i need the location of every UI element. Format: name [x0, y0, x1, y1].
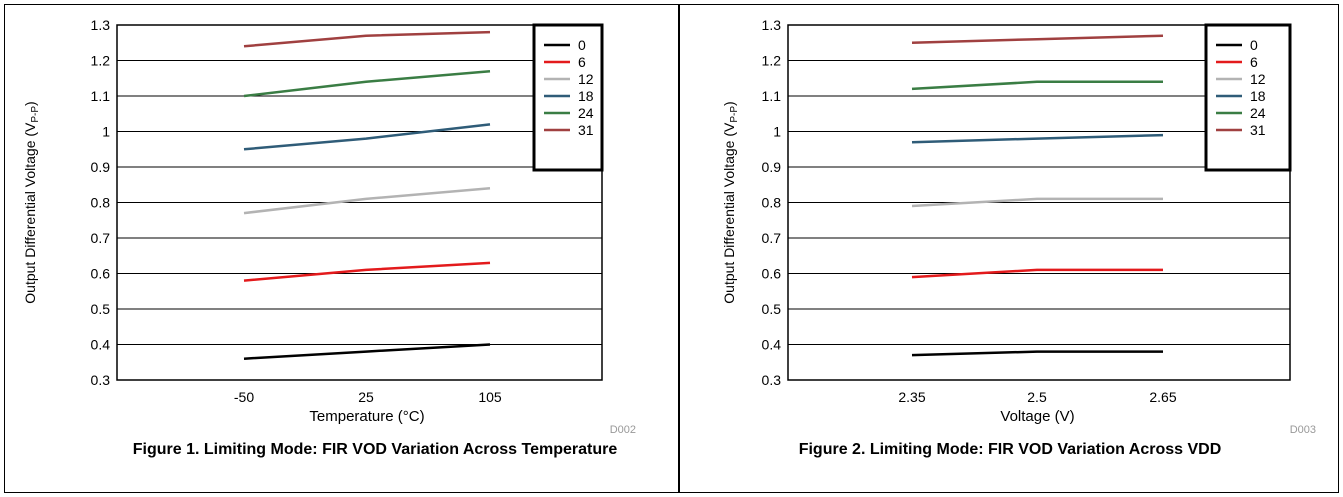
y-tick-label: 1 [102, 124, 110, 140]
y-tick-label: 0.3 [762, 372, 782, 388]
y-tick-label: 1.2 [762, 53, 782, 69]
figure-code: D003 [1290, 424, 1316, 436]
legend-label: 12 [578, 71, 594, 87]
legend-label: 6 [1250, 54, 1258, 70]
legend-label: 24 [578, 105, 594, 121]
y-axis-label: Output Differential Voltage (VP-P) [721, 101, 740, 303]
legend-label: 0 [578, 37, 586, 53]
y-tick-label: 0.9 [762, 159, 782, 175]
y-axis-label-subscript: P-P [729, 106, 740, 123]
y-tick-label: 1.3 [91, 17, 111, 33]
series-line-12 [243, 187, 491, 215]
series-line-0 [911, 350, 1163, 357]
x-tick-label: -50 [234, 389, 254, 405]
series-line-6 [911, 268, 1163, 279]
figure-panel-1 [4, 4, 680, 493]
y-tick-label: 1 [773, 124, 781, 140]
series-line-0 [243, 343, 491, 360]
figure-code: D002 [610, 424, 636, 436]
plot-area [787, 24, 1291, 381]
y-tick-label: 0.8 [762, 195, 782, 211]
series-line-31 [243, 30, 491, 48]
y-axis-label-close: ) [721, 101, 737, 106]
x-tick-label: 2.35 [898, 389, 925, 405]
legend [532, 23, 604, 172]
y-tick-label: 1.1 [762, 88, 782, 104]
legend-label: 6 [578, 54, 586, 70]
x-tick-label: 25 [358, 389, 374, 405]
series-line-18 [243, 123, 491, 151]
x-axis-label: Voltage (V) [1000, 408, 1074, 425]
series-line-24 [243, 69, 491, 98]
series-line-18 [911, 133, 1164, 144]
legend-label: 12 [1250, 71, 1266, 87]
legend-label: 18 [1250, 88, 1266, 104]
series-line-31 [911, 34, 1164, 45]
legend [1204, 23, 1292, 172]
figure-1-caption: Figure 1. Limiting Mode: FIR VOD Variati… [132, 441, 618, 458]
y-tick-label: 0.3 [91, 372, 111, 388]
y-axis-label-main: Output Differential Voltage (V [22, 122, 38, 304]
y-tick-label: 0.6 [91, 266, 111, 282]
plot-area [116, 24, 603, 381]
y-tick-label: 0.4 [762, 337, 782, 353]
x-tick-label: 2.5 [1027, 389, 1047, 405]
y-tick-label: 0.7 [91, 230, 111, 246]
y-tick-label: 1.3 [762, 17, 782, 33]
legend-label: 31 [578, 122, 594, 138]
y-tick-label: 0.7 [762, 230, 782, 246]
legend-label: 31 [1250, 122, 1266, 138]
y-tick-label: 0.5 [762, 301, 782, 317]
y-axis-label-subscript: P-P [30, 106, 41, 123]
x-axis-label: Temperature (°C) [309, 408, 424, 425]
y-tick-label: 0.5 [91, 301, 111, 317]
series-line-12 [911, 197, 1163, 208]
x-tick-label: 2.65 [1149, 389, 1176, 405]
x-tick-label: 105 [478, 389, 502, 405]
series-line-24 [911, 80, 1163, 91]
y-tick-label: 1.1 [91, 88, 111, 104]
y-tick-label: 1.2 [91, 53, 111, 69]
legend-label: 18 [578, 88, 594, 104]
y-axis-label: Output Differential Voltage (VP-P) [22, 101, 41, 303]
figure-2-caption: Figure 2. Limiting Mode: FIR VOD Variati… [798, 441, 1222, 458]
legend-label: 0 [1250, 37, 1258, 53]
y-axis-label-close: ) [22, 101, 38, 106]
legend-label: 24 [1250, 105, 1266, 121]
y-tick-label: 0.8 [91, 195, 111, 211]
series-line-6 [243, 261, 491, 282]
y-axis-label-main: Output Differential Voltage (V [721, 122, 737, 304]
figure-panel-2 [678, 4, 1339, 493]
y-tick-label: 0.6 [762, 266, 782, 282]
y-tick-label: 0.4 [91, 337, 111, 353]
y-tick-label: 0.9 [91, 159, 111, 175]
